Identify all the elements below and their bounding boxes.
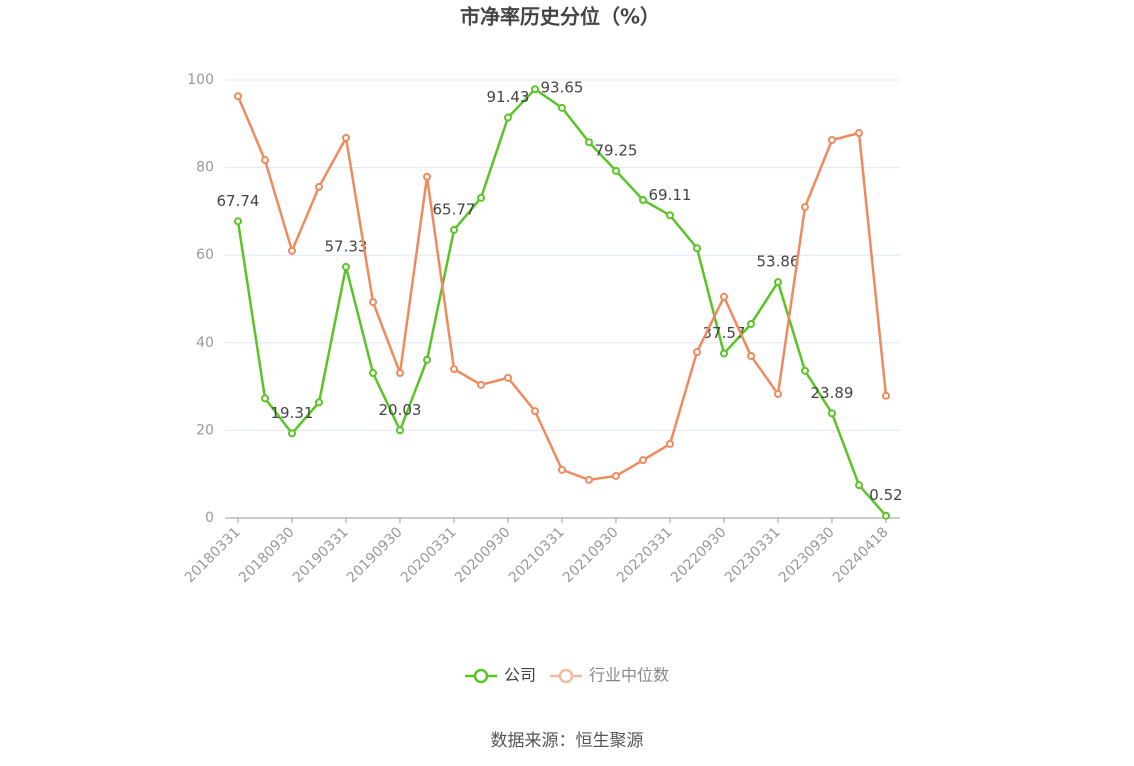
data-label: 57.33: [325, 237, 368, 255]
legend-label: 行业中位数: [589, 666, 669, 685]
point: [423, 172, 431, 181]
point: [612, 166, 620, 175]
point: [855, 481, 863, 490]
data-label: 53.86: [757, 253, 800, 271]
point: [855, 128, 863, 137]
point: [477, 193, 485, 202]
y-tick-label: 0: [205, 510, 214, 526]
x-tick-label: 20210930: [560, 524, 622, 586]
point: [882, 391, 890, 400]
point: [288, 429, 296, 438]
x-tick-label: 20190930: [344, 524, 406, 586]
x-tick-label: 20220331: [614, 524, 676, 586]
point: [396, 426, 404, 435]
point: [504, 113, 512, 122]
y-tick-label: 80: [196, 160, 214, 176]
data-label: 91.43: [487, 88, 530, 106]
point: [531, 85, 539, 94]
legend-marker: [473, 668, 489, 684]
point: [558, 103, 566, 112]
chart-title: 市净率历史分位（%）: [460, 5, 660, 29]
point: [693, 347, 701, 356]
x-tick-label: 20220930: [668, 524, 730, 586]
y-tick-label: 40: [196, 335, 214, 351]
x-tick-label: 20180331: [182, 524, 244, 586]
data-label: 20.03: [379, 401, 422, 419]
data-label: 93.65: [541, 78, 584, 96]
y-tick-label: 100: [187, 72, 214, 88]
x-tick-label: 20240418: [830, 524, 892, 586]
point: [612, 471, 620, 480]
point: [504, 373, 512, 382]
y-tick-label: 60: [196, 247, 214, 263]
point: [558, 465, 566, 474]
legend-marker: [558, 668, 574, 684]
point: [801, 203, 809, 212]
point: [423, 355, 431, 364]
point: [639, 456, 647, 465]
point: [882, 511, 890, 520]
point: [828, 409, 836, 418]
data-label: 19.31: [271, 404, 314, 422]
point: [747, 351, 755, 360]
point: [315, 398, 323, 407]
x-tick-label: 20190331: [290, 524, 352, 586]
series-line: [236, 95, 888, 482]
data-label: 23.89: [811, 384, 854, 402]
data-label: 67.74: [217, 192, 260, 210]
data-label: 69.11: [649, 186, 692, 204]
point: [666, 439, 674, 448]
source-note: 数据来源：恒生聚源: [491, 731, 644, 751]
data-label: 0.52: [869, 486, 902, 504]
point: [369, 298, 377, 307]
series-line: [236, 87, 887, 517]
point: [720, 349, 728, 358]
x-tick-label: 20180930: [236, 524, 298, 586]
data-label: 79.25: [595, 141, 638, 159]
legend-label: 公司: [504, 666, 536, 685]
point: [828, 136, 836, 145]
x-tick-label: 20200331: [398, 524, 460, 586]
point: [234, 92, 242, 101]
point: [747, 319, 755, 328]
point: [666, 211, 674, 220]
point: [801, 366, 809, 375]
point: [369, 369, 377, 378]
x-tick-label: 20200930: [452, 524, 514, 586]
point: [720, 292, 728, 301]
point: [342, 262, 350, 271]
x-tick-label: 20210331: [506, 524, 568, 586]
point: [261, 156, 269, 165]
point: [450, 365, 458, 374]
point: [261, 394, 269, 403]
point: [315, 182, 323, 191]
y-tick-label: 20: [196, 422, 214, 438]
point: [639, 196, 647, 205]
point: [585, 138, 593, 147]
point: [396, 369, 404, 378]
point: [234, 217, 242, 226]
point: [342, 133, 350, 142]
x-tick-label: 20230930: [776, 524, 838, 586]
point: [450, 225, 458, 234]
point: [774, 278, 782, 287]
data-label: 37.57: [703, 324, 746, 342]
point: [531, 407, 539, 416]
point: [774, 390, 782, 399]
point: [585, 475, 593, 484]
data-label: 65.77: [433, 200, 476, 218]
x-tick-label: 20230331: [722, 524, 784, 586]
point: [288, 246, 296, 255]
point: [477, 380, 485, 389]
point: [693, 244, 701, 253]
